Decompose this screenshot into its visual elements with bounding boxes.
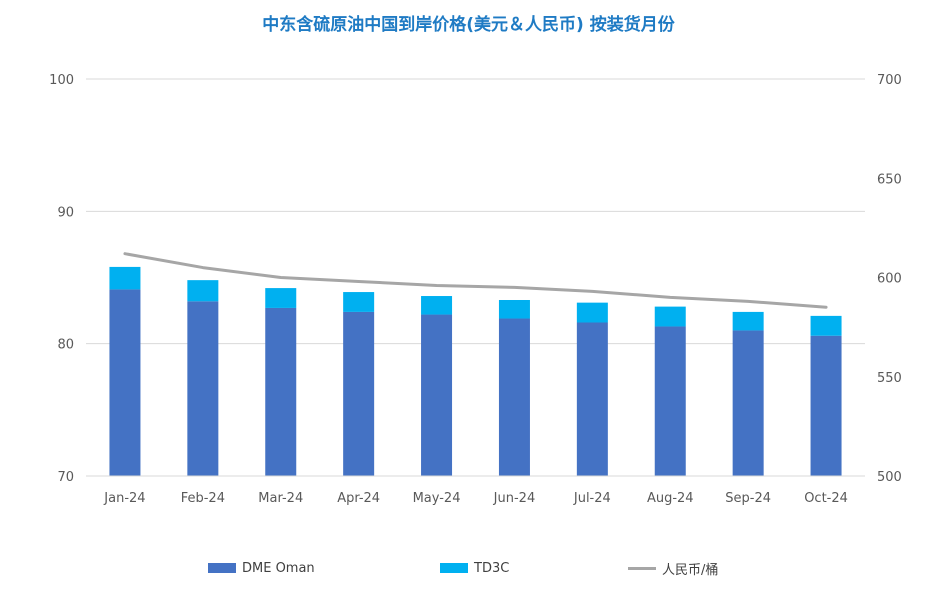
bar-dme-oman (187, 301, 219, 476)
bar-dme-oman (109, 289, 141, 476)
x-tick-label: Jul-24 (573, 491, 611, 506)
bar-td3c (187, 280, 219, 302)
bar-td3c (498, 299, 530, 319)
line-rmb-per-barrel (123, 252, 828, 309)
x-tick-label: Jun-24 (493, 491, 536, 506)
bar-td3c (343, 292, 375, 312)
x-tick-label: Aug-24 (647, 491, 694, 506)
bar-dme-oman (265, 307, 297, 476)
y-right-tick-label: 700 (877, 73, 902, 88)
bar-dme-oman (498, 318, 530, 476)
chart-title: 中东含硫原油中国到岸价格(美元＆人民币) 按装货月份 (262, 15, 675, 35)
bar-dme-oman (654, 326, 686, 476)
y-left-tick-label: 70 (57, 470, 74, 485)
y-right-tick-label: 600 (877, 272, 902, 287)
y-right-tick-label: 550 (877, 371, 902, 386)
bar-dme-oman (732, 330, 764, 476)
y-right-tick-label: 650 (877, 172, 902, 187)
x-tick-label: Jan-24 (103, 491, 145, 506)
legend-item-td3c: TD3C (440, 558, 509, 578)
y-left-tick-label: 80 (57, 338, 74, 353)
bar-td3c (109, 266, 141, 290)
legend-label-rmb: 人民币/桶 (662, 562, 719, 578)
bar-dme-oman (576, 322, 608, 476)
legend-swatch-rmb (628, 566, 656, 570)
line-layer (123, 252, 828, 309)
legend: DME Oman TD3C 人民币/桶 (0, 558, 937, 582)
legend-swatch-dme-oman (208, 563, 236, 573)
right-axis: 500 550 600 650 700 (877, 73, 902, 485)
legend-item-dme-oman: DME Oman (208, 558, 315, 578)
y-right-tick-label: 500 (877, 470, 902, 485)
y-left-tick-label: 100 (49, 73, 74, 88)
y-left-tick-label: 90 (57, 205, 74, 220)
legend-label-dme-oman: DME Oman (242, 560, 315, 576)
bar-dme-oman (421, 314, 453, 476)
x-tick-label: Oct-24 (804, 491, 848, 506)
x-tick-label: May-24 (413, 491, 461, 506)
x-tick-label: Apr-24 (337, 491, 380, 506)
legend-item-rmb: 人民币/桶 (628, 558, 718, 578)
x-tick-label: Feb-24 (181, 491, 225, 506)
bar-td3c (732, 311, 764, 331)
x-tick-label: Sep-24 (725, 491, 771, 506)
bar-dme-oman (343, 311, 375, 476)
bar-td3c (576, 302, 608, 323)
bar-dme-oman (810, 335, 842, 476)
bar-td3c (810, 315, 842, 336)
bars-layer (109, 266, 842, 476)
legend-swatch-td3c (440, 563, 468, 573)
legend-label-td3c: TD3C (474, 560, 510, 576)
x-tick-label: Mar-24 (258, 491, 303, 506)
bar-td3c (654, 306, 686, 327)
x-axis: Jan-24 Feb-24 Mar-24 Apr-24 May-24 Jun-24 Jul-… (86, 475, 865, 506)
bar-td3c (265, 288, 297, 308)
left-axis: 70 80 90 100 (49, 73, 74, 485)
bar-td3c (421, 296, 453, 315)
